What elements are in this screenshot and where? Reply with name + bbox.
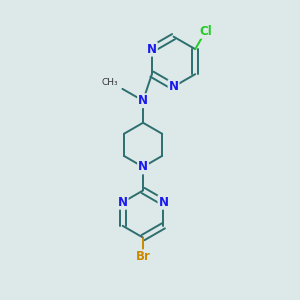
Text: N: N [138, 160, 148, 173]
Text: N: N [118, 196, 128, 209]
Text: CH₃: CH₃ [101, 78, 118, 87]
Text: N: N [138, 94, 148, 107]
Text: N: N [158, 196, 168, 209]
Text: N: N [169, 80, 178, 93]
Text: N: N [147, 43, 157, 56]
Text: Cl: Cl [199, 25, 212, 38]
Text: Br: Br [136, 250, 151, 263]
